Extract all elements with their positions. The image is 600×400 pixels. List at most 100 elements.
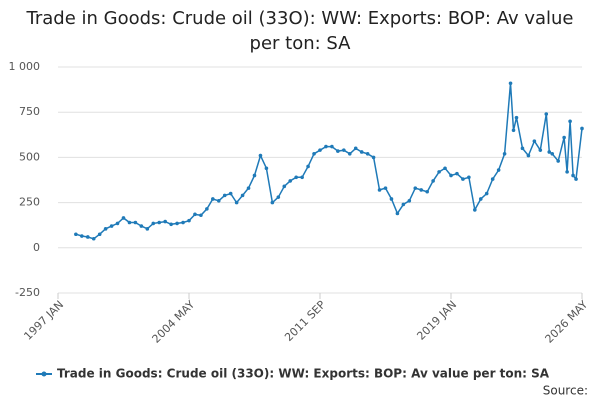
y-tick-label: 500 xyxy=(19,150,40,163)
point xyxy=(502,151,507,156)
point xyxy=(526,153,531,158)
point xyxy=(205,207,209,211)
point xyxy=(511,128,516,133)
point xyxy=(353,146,358,151)
point xyxy=(449,173,453,178)
point xyxy=(163,219,167,224)
point xyxy=(484,191,489,196)
y-tick-label: -250 xyxy=(15,286,40,299)
point xyxy=(157,220,162,225)
point xyxy=(115,221,120,226)
point xyxy=(133,220,138,225)
point xyxy=(121,216,126,220)
point xyxy=(544,112,549,116)
point xyxy=(383,186,388,190)
point xyxy=(127,220,132,225)
point xyxy=(175,221,179,226)
point xyxy=(103,227,108,231)
x-tick-label: 1997 JAN xyxy=(21,298,66,343)
point xyxy=(264,166,269,171)
point xyxy=(294,175,298,180)
point xyxy=(389,197,394,201)
point xyxy=(490,177,495,181)
point xyxy=(145,227,150,231)
point xyxy=(473,208,477,212)
point xyxy=(187,218,191,223)
point xyxy=(377,188,382,192)
point xyxy=(74,232,78,237)
point xyxy=(395,211,400,216)
point xyxy=(97,232,102,237)
point xyxy=(437,170,441,174)
x-tick-label: 2019 JAN xyxy=(414,298,459,343)
point xyxy=(336,149,340,153)
x-tick-label: 2011 SEP xyxy=(282,298,328,344)
x-tick-label: 2026 MAY xyxy=(543,298,591,346)
point xyxy=(359,150,364,154)
point xyxy=(443,166,447,171)
point xyxy=(318,148,322,152)
point xyxy=(571,173,575,178)
point xyxy=(574,177,578,181)
point xyxy=(181,220,185,225)
point xyxy=(467,175,471,180)
y-tick-label: 250 xyxy=(19,196,40,209)
point xyxy=(80,234,84,238)
x-tick-label: 2004 MAY xyxy=(150,298,198,346)
point xyxy=(496,168,501,172)
point xyxy=(401,202,406,207)
point xyxy=(532,139,537,143)
y-tick-label: 1 000 xyxy=(9,60,41,73)
point xyxy=(520,146,525,151)
point xyxy=(550,151,555,156)
point xyxy=(371,155,376,160)
point xyxy=(288,179,293,183)
point xyxy=(276,195,281,199)
point xyxy=(556,159,560,163)
point xyxy=(300,175,304,180)
point xyxy=(312,151,316,156)
point xyxy=(431,179,435,183)
point xyxy=(228,191,233,196)
point xyxy=(85,235,90,239)
point xyxy=(211,197,215,201)
point xyxy=(199,213,203,218)
point xyxy=(508,81,513,86)
point xyxy=(330,144,334,149)
point xyxy=(91,236,96,241)
series-line xyxy=(75,83,583,240)
point xyxy=(419,188,424,192)
point xyxy=(151,221,156,226)
point xyxy=(478,197,483,201)
point xyxy=(306,164,310,169)
point xyxy=(562,135,566,140)
point xyxy=(347,151,352,156)
source: Source: xyxy=(543,384,588,398)
point xyxy=(222,193,227,198)
point xyxy=(240,193,245,198)
point xyxy=(580,126,584,131)
point xyxy=(169,222,173,227)
point xyxy=(568,119,572,124)
point xyxy=(538,148,543,152)
y-tick-label: 0 xyxy=(33,241,40,254)
point xyxy=(270,200,275,205)
point xyxy=(216,198,221,203)
point xyxy=(139,224,144,228)
point xyxy=(407,198,412,203)
point xyxy=(342,148,346,152)
point xyxy=(565,170,569,174)
legend-marker xyxy=(41,371,47,377)
point xyxy=(252,173,257,178)
point xyxy=(455,171,459,176)
point xyxy=(258,153,263,158)
point xyxy=(234,200,239,205)
point xyxy=(324,144,328,149)
point xyxy=(246,186,251,190)
point xyxy=(547,150,552,154)
point xyxy=(109,224,114,228)
point xyxy=(365,151,370,156)
point xyxy=(461,177,465,181)
